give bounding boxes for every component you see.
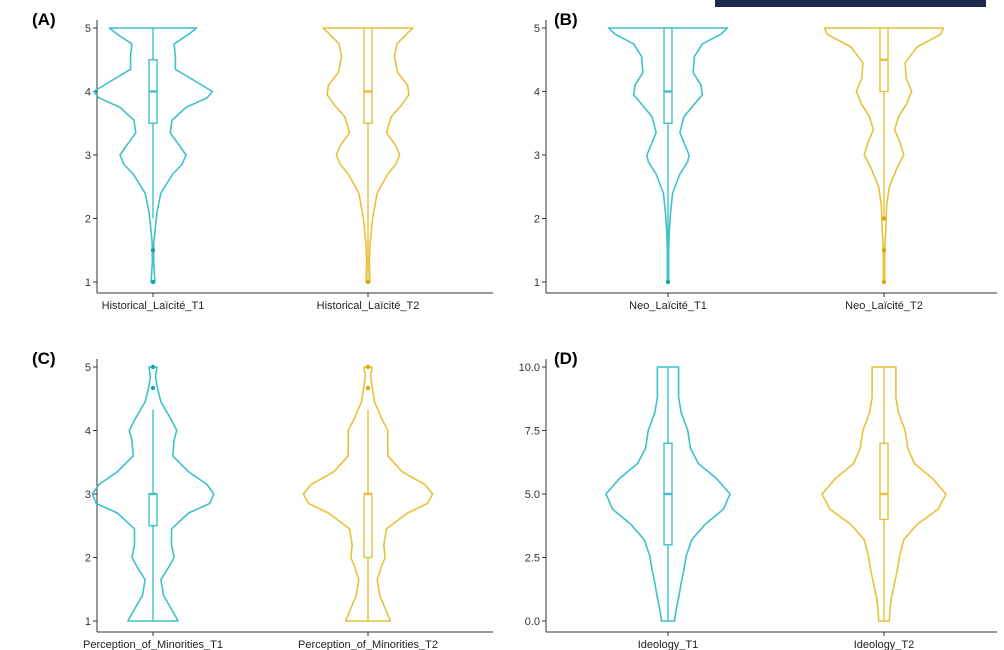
violin-outline [302, 366, 434, 622]
violin-outline [823, 27, 945, 283]
y-tick-label: 3 [85, 489, 91, 501]
panel-label: (B) [554, 10, 578, 29]
iqr-box [363, 493, 373, 559]
iqr-box [879, 442, 889, 521]
violin-Historical_Laïcité_T1 [92, 27, 214, 285]
y-tick-label: 3 [534, 150, 540, 162]
panel-label: (A) [32, 10, 56, 29]
y-tick-label: 0.0 [525, 616, 540, 628]
violin-outline [91, 366, 215, 622]
y-tick-label: 4 [85, 426, 91, 438]
violin-Historical_Laïcité_T2 [322, 27, 414, 285]
outlier-point [881, 248, 887, 253]
y-tick-label: 10.0 [519, 362, 540, 374]
panel-a: (A) 1 2 3 4 5 Historical_Laïcité_T1 Historical_… [32, 10, 493, 312]
violin-outline [607, 27, 729, 283]
y-tick-label: 3 [85, 150, 91, 162]
violin-Neo_Laïcité_T2 [823, 27, 945, 285]
outlier-point [881, 216, 887, 221]
x-tick-label: Neo_Laïcité_T1 [629, 300, 707, 312]
violin-outline [821, 366, 947, 622]
outlier-point [365, 385, 371, 391]
y-tick-label: 5 [85, 362, 91, 374]
outlier-point [665, 279, 671, 285]
iqr-box [663, 27, 673, 124]
violin-outline [322, 27, 414, 283]
outlier-point [365, 364, 371, 370]
x-tick-label: Perception_of_Minorities_T1 [83, 639, 223, 650]
outlier-point [881, 279, 887, 285]
header-bar [715, 0, 986, 7]
panel-c: (C) 1 2 3 4 5 Perception_of_Minorities_T1 Perce… [32, 349, 493, 650]
violin-outline [605, 366, 731, 622]
y-tick-label: 7.5 [525, 426, 540, 438]
iqr-box [148, 493, 158, 527]
outlier-point [150, 248, 156, 253]
y-tick-label: 2 [534, 214, 540, 226]
y-tick-label: 5.0 [525, 489, 540, 501]
outlier-point [365, 279, 371, 285]
x-tick-label: Ideology_T1 [638, 639, 699, 650]
outlier-point [150, 364, 156, 370]
y-tick-label: 2.5 [525, 553, 540, 565]
violin-Perception_of_Minorities_T1 [91, 364, 215, 622]
outlier-point [150, 279, 156, 285]
y-tick-label: 4 [85, 87, 91, 99]
violin-Neo_Laïcité_T1 [607, 27, 729, 285]
panel-label: (C) [32, 349, 56, 368]
x-tick-label: Historical_Laïcité_T1 [102, 300, 205, 312]
x-tick-label: Ideology_T2 [854, 639, 915, 650]
panel-b: (B) 1 2 3 4 5 Neo_Laïcité_T1 Neo_Laïcité_T2 [534, 10, 997, 312]
outlier-point [150, 385, 156, 391]
panel-label: (D) [554, 349, 578, 368]
violin-Ideology_T1 [605, 366, 731, 622]
y-tick-label: 2 [85, 214, 91, 226]
y-tick-label: 2 [85, 553, 91, 565]
y-tick-label: 5 [85, 23, 91, 35]
x-tick-label: Neo_Laïcité_T2 [845, 300, 923, 312]
violin-Perception_of_Minorities_T2 [302, 364, 434, 622]
violin-outline [92, 27, 214, 283]
iqr-box [363, 27, 373, 124]
y-tick-label: 4 [534, 87, 540, 99]
x-tick-label: Perception_of_Minorities_T2 [298, 639, 438, 650]
y-tick-label: 1 [534, 277, 540, 289]
x-tick-label: Historical_Laïcité_T2 [317, 300, 420, 312]
y-tick-label: 1 [85, 616, 91, 628]
violin-Ideology_T2 [821, 366, 947, 622]
y-tick-label: 1 [85, 277, 91, 289]
y-tick-label: 5 [534, 23, 540, 35]
panel-d: (D) 0.0 2.5 5.0 7.5 10.0 Ideology_T1 Ideology_T… [519, 349, 997, 650]
